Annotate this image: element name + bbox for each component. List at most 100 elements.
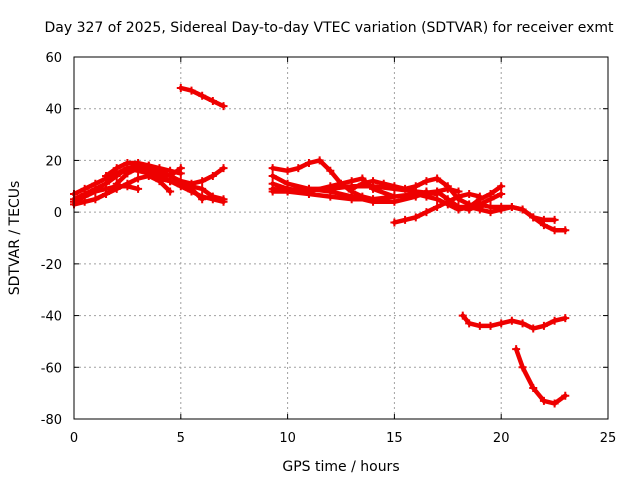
chart-title: Day 327 of 2025, Sidereal Day-to-day VTE… [45,20,615,36]
data-point [550,226,559,235]
x-tick-label: 25 [600,431,617,446]
data-point [518,319,527,328]
data-point [411,182,420,191]
x-axis-label: GPS time / hours [282,459,399,475]
data-point [294,164,303,173]
tick-layer: 0 5 10 15 20 25 -80 -60 -40 -20 0 20 40 60 [41,51,617,446]
data-point [497,319,506,328]
data-point [166,187,175,196]
data-point [315,156,324,165]
data-point [134,164,143,173]
data-point [465,202,474,211]
data-point [465,319,474,328]
data-point [561,226,570,235]
data-point [134,184,143,193]
data-point [422,208,431,217]
y-tick-label: -40 [41,310,62,325]
data-point [268,164,277,173]
data-point [80,184,89,193]
data-point [539,396,548,405]
data-point [433,187,442,196]
x-tick-label: 5 [177,431,185,446]
data-point [187,182,196,191]
data-point [198,184,207,193]
x-tick-label: 10 [279,431,296,446]
series-line [513,346,568,406]
data-point [561,391,570,400]
data-point [433,195,442,204]
data-point [550,399,559,408]
data-point [347,184,356,193]
data-point [123,169,132,178]
x-tick-label: 15 [386,431,403,446]
data-point [219,164,228,173]
data-point [422,177,431,186]
data-point [507,202,516,211]
y-tick-label: 0 [54,206,62,221]
data-point [550,316,559,325]
data-point [208,96,217,105]
data-point [91,187,100,196]
data-point [497,190,506,199]
data-point [458,311,467,320]
data-point [91,195,100,204]
data-point [379,179,388,188]
data-point [507,316,516,325]
data-point [326,184,335,193]
data-point [422,192,431,201]
data-point [454,202,463,211]
y-tick-label: -60 [41,361,62,376]
series-line [270,158,376,202]
data-point [166,177,175,186]
data-point [268,171,277,180]
data-point [369,177,378,186]
series-track-9 [176,84,228,111]
data-point [529,213,538,222]
data-point [283,187,292,196]
data-point [454,192,463,201]
data-point [475,200,484,209]
data-point [443,195,452,204]
data-point [102,184,111,193]
y-axis-label: SDTVAR / TECUs [7,181,23,296]
data-point [550,215,559,224]
data-point [433,202,442,211]
data-point [176,179,185,188]
data-point [123,182,132,191]
series-track-21 [458,311,570,333]
data-point [144,166,153,175]
data-point [529,383,538,392]
data-point [268,187,277,196]
series-track-8 [155,174,228,204]
data-point [112,179,121,188]
plot-frame [73,56,609,420]
data-point [486,321,495,330]
series-track-4 [70,182,143,206]
data-point [176,84,185,93]
data-point [433,174,442,183]
data-point [512,345,521,354]
data-point [102,171,111,180]
data-point [539,215,548,224]
data-point [411,213,420,222]
data-point [198,91,207,100]
data-point [208,171,217,180]
data-point [283,166,292,175]
data-point [219,195,228,204]
x-tick-label: 20 [493,431,510,446]
data-point [304,159,313,168]
data-point [80,192,89,201]
data-point [198,177,207,186]
data-point [443,182,452,191]
data-point [208,192,217,201]
data-point [475,321,484,330]
data-point [91,179,100,188]
data-point [390,182,399,191]
y-tick-label: 40 [45,103,62,118]
data-point [518,363,527,372]
data-point [401,184,410,193]
data-point [529,324,538,333]
data-point [155,174,164,183]
